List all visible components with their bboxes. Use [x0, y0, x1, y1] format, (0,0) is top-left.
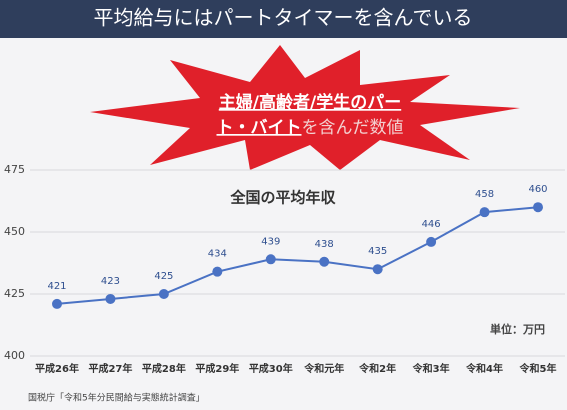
unit-label: 単位：万円: [490, 322, 545, 336]
chart-title: 全国の平均年収: [229, 189, 336, 207]
point: [105, 293, 116, 304]
x-tick-label: 令和2年: [358, 362, 396, 375]
data-label: 438: [315, 239, 334, 250]
x-tick-label: 令和5年: [519, 362, 557, 375]
data-label: 423: [101, 276, 120, 287]
data-label: 425: [154, 271, 173, 282]
data-label: 446: [422, 219, 441, 230]
point: [479, 207, 490, 218]
burst: [90, 45, 520, 170]
point: [372, 264, 383, 275]
y-tick-label: 475: [4, 163, 25, 176]
data-label: 460: [528, 184, 547, 195]
y-tick-label: 450: [4, 225, 25, 238]
point: [158, 289, 169, 299]
series-line: [56, 206, 539, 305]
x-tick-label: 平成28年: [142, 362, 186, 375]
data-label: 458: [475, 189, 494, 200]
callout-line: 主婦/高齢者/学生のパー: [219, 92, 401, 113]
data-label: 434: [208, 249, 227, 260]
source: 国税庁「令和5年分民間給与実態統計調査」: [28, 392, 205, 404]
header-band: [0, 0, 567, 38]
point: [265, 254, 276, 265]
point: [319, 256, 330, 267]
x-tick-label: 平成29年: [195, 362, 239, 375]
x-tick-label: 平成26年: [35, 362, 79, 375]
x-tick-label: 令和元年: [303, 362, 344, 375]
point: [533, 202, 543, 213]
point: [52, 298, 62, 309]
callout-part: ト・バイト: [217, 118, 302, 138]
point: [426, 236, 437, 247]
data-label: 421: [47, 281, 66, 292]
header-title: 平均給与にはパートタイマーを含んでいる: [94, 6, 473, 30]
y-tick-label: 425: [4, 287, 25, 300]
x-tick-label: 令和3年: [412, 362, 450, 375]
x-tick-label: 令和4年: [465, 362, 503, 375]
callout-line: ト・バイトを含んだ数値: [217, 118, 404, 138]
data-label: 439: [261, 236, 280, 247]
data-label: 435: [368, 246, 387, 257]
callout-part: を含んだ数値: [302, 118, 404, 138]
x-tick-label: 平成30年: [249, 362, 293, 375]
x-tick-label: 平成27年: [88, 362, 132, 375]
point: [212, 266, 223, 277]
y-tick-label: 400: [4, 349, 25, 362]
